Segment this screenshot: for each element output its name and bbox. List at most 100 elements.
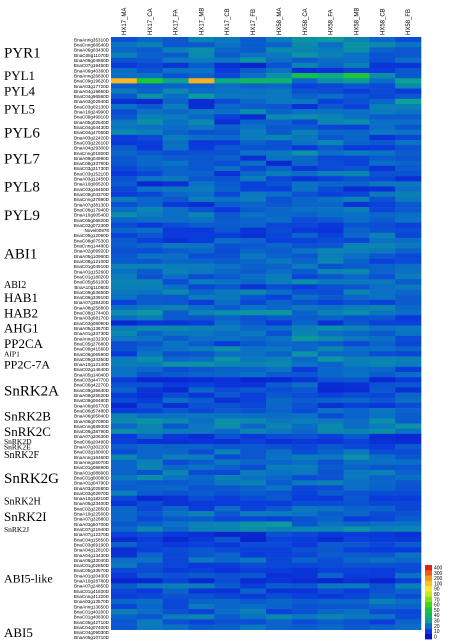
heatmap-cell: [266, 315, 293, 321]
heatmap-cell: [240, 428, 267, 435]
heatmap-cell: [343, 155, 370, 161]
heatmap-cell: [291, 37, 318, 43]
heatmap-cell: [214, 114, 241, 120]
heatmap-cell: [162, 191, 189, 198]
heatmap-cell: [395, 392, 422, 399]
heatmap-cell: [240, 274, 267, 280]
heatmap-cell: [343, 341, 370, 347]
heatmap-cell: [369, 93, 396, 100]
heatmap-cell: [343, 526, 370, 533]
heatmap-cell: [317, 52, 344, 58]
heatmap-cell: [188, 268, 215, 275]
heatmap-cell: [395, 129, 422, 136]
heatmap-cell: [266, 377, 293, 383]
heatmap-cell: [240, 439, 267, 445]
heatmap-cell: [162, 526, 189, 533]
row-label: BnaAnng26830D: [74, 73, 110, 78]
heatmap-cell: [162, 557, 189, 563]
heatmap-cell: [343, 531, 370, 538]
heatmap-cell: [266, 387, 293, 393]
heatmap-cell: [266, 325, 293, 332]
heatmap-cell: [136, 52, 163, 58]
heatmap-cell: [266, 217, 293, 223]
heatmap-cell: [111, 315, 138, 321]
heatmap-cell: [136, 516, 163, 522]
heatmap-cell: [162, 207, 189, 213]
heatmap-cell: [240, 382, 267, 388]
heatmap-cell: [214, 506, 241, 512]
heatmap-cell: [317, 248, 344, 254]
heatmap-cell: [266, 573, 293, 579]
heatmap-cell: [214, 227, 241, 234]
heatmap-cell: [395, 346, 422, 352]
heatmap-cell: [136, 284, 163, 290]
heatmap-cell: [266, 62, 293, 69]
heatmap-cell: [214, 253, 241, 259]
heatmap-cell: [317, 165, 344, 172]
heatmap-cell: [395, 578, 422, 584]
heatmap-cell: [369, 258, 396, 265]
heatmap-cell: [188, 619, 215, 625]
heatmap-cell: [266, 181, 293, 187]
heatmap-cell: [291, 310, 318, 316]
heatmap-cell: [291, 372, 318, 378]
heatmap-cell: [291, 464, 318, 471]
row-label: BnaC01g41830D: [74, 589, 110, 594]
heatmap-cell: [214, 341, 241, 347]
heatmap-cell: [395, 134, 422, 141]
row-label: BnaC09g04370D: [74, 192, 110, 197]
heatmap-cell: [291, 140, 318, 146]
column-label: HX58_CA: [303, 8, 309, 35]
heatmap-cell: [266, 428, 293, 435]
heatmap-cell: [214, 526, 241, 533]
heatmap-cell: [162, 274, 189, 280]
heatmap-cell: [291, 495, 318, 502]
row-label: BnaA08g25880D: [74, 305, 110, 310]
heatmap-cell: [136, 567, 163, 574]
heatmap-cell: [266, 145, 293, 151]
heatmap-cell: [240, 346, 267, 352]
row-label: BnaC02g14640D: [74, 367, 110, 372]
heatmap-cell: [395, 47, 422, 53]
heatmap-cell: [136, 464, 163, 471]
heatmap-cell: [343, 268, 370, 275]
heatmap-cell: [369, 351, 396, 357]
heatmap-cell: [111, 124, 138, 131]
heatmap-cell: [162, 315, 189, 321]
heatmap-cell: [291, 171, 318, 177]
heatmap-cell: [369, 578, 396, 584]
heatmap-cell: [291, 124, 318, 131]
heatmap-cell: [291, 341, 318, 347]
heatmap-cell: [343, 428, 370, 435]
heatmap-cell: [369, 459, 396, 466]
heatmap-cell: [111, 320, 138, 326]
heatmap-cell: [395, 171, 422, 177]
heatmap-cell: [266, 567, 293, 574]
heatmap-cell: [266, 459, 293, 466]
heatmap-cell: [214, 614, 241, 620]
heatmap-cell: [188, 248, 215, 254]
row-label: BnaA10g18210D: [74, 496, 110, 501]
heatmap-cell: [188, 485, 215, 491]
heatmap-cell: [214, 583, 241, 589]
heatmap-cell: [369, 73, 396, 79]
gene-family-label: ABI5-like: [4, 571, 53, 585]
heatmap-cell: [291, 402, 318, 409]
heatmap-cell: [136, 614, 163, 620]
heatmap-cell: [369, 593, 396, 600]
heatmap-cell: [291, 583, 318, 589]
row-label: BnaC09g41560D: [74, 347, 110, 352]
gene-family-label: SnRK2J: [4, 525, 29, 534]
heatmap-cell: [317, 485, 344, 491]
heatmap-cell: [136, 98, 163, 105]
heatmap-cell: [162, 366, 189, 373]
heatmap-cell: [369, 526, 396, 533]
heatmap-cell: [240, 495, 267, 502]
heatmap-cell: [395, 330, 422, 337]
heatmap-cell: [111, 341, 138, 347]
heatmap-cell: [369, 37, 396, 43]
heatmap-cell: [188, 439, 215, 445]
heatmap-cell: [111, 150, 138, 156]
heatmap-cell: [266, 490, 293, 496]
heatmap-cell: [317, 88, 344, 94]
